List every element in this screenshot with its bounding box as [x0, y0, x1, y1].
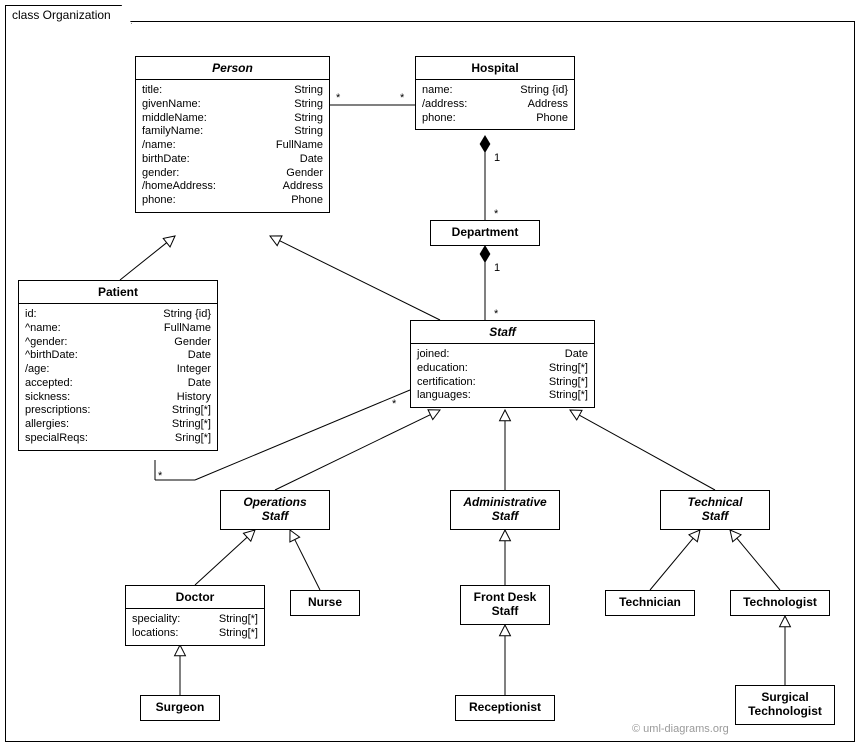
attribute-row: phone:Phone — [142, 194, 323, 208]
class-name: TechnicalStaff — [661, 491, 769, 527]
class-name: Receptionist — [456, 696, 554, 718]
multiplicity-label: 1 — [494, 262, 500, 274]
class-Technician: Technician — [605, 590, 695, 616]
class-Doctor: Doctorspeciality:String[*]locations:Stri… — [125, 585, 265, 646]
attribute-row: ^birthDate:Date — [25, 349, 211, 363]
attribute-row: birthDate:Date — [142, 153, 323, 167]
class-name: Patient — [19, 281, 217, 304]
multiplicity-label: * — [400, 92, 404, 104]
attribute-row: specialReqs:Sring[*] — [25, 432, 211, 446]
attribute-row: /address:Address — [422, 98, 568, 112]
class-SurgicalTechnologist: SurgicalTechnologist — [735, 685, 835, 725]
attribute-row: ^name:FullName — [25, 322, 211, 336]
class-name: Technologist — [731, 591, 829, 613]
attribute-row: familyName:String — [142, 125, 323, 139]
class-attributes: joined:Dateeducation:String[*]certificat… — [411, 344, 594, 407]
class-name: OperationsStaff — [221, 491, 329, 527]
attribute-row: /homeAddress:Address — [142, 180, 323, 194]
attribute-row: allergies:String[*] — [25, 418, 211, 432]
multiplicity-label: * — [494, 208, 498, 220]
attribute-row: middleName:String — [142, 112, 323, 126]
class-AdministrativeStaff: AdministrativeStaff — [450, 490, 560, 530]
class-Hospital: Hospitalname:String {id}/address:Address… — [415, 56, 575, 130]
class-Nurse: Nurse — [290, 590, 360, 616]
class-Patient: Patientid:String {id}^name:FullName^gend… — [18, 280, 218, 451]
attribute-row: givenName:String — [142, 98, 323, 112]
class-FrontDeskStaff: Front DeskStaff — [460, 585, 550, 625]
class-name: Nurse — [291, 591, 359, 613]
multiplicity-label: * — [392, 398, 396, 410]
class-name: Person — [136, 57, 329, 80]
watermark: © uml-diagrams.org — [632, 723, 729, 735]
class-name: Staff — [411, 321, 594, 344]
attribute-row: gender:Gender — [142, 167, 323, 181]
package-tab: class Organization — [5, 5, 132, 24]
class-name: SurgicalTechnologist — [736, 686, 834, 722]
class-Person: Persontitle:StringgivenName:Stringmiddle… — [135, 56, 330, 213]
class-attributes: id:String {id}^name:FullName^gender:Gend… — [19, 304, 217, 450]
multiplicity-label: * — [158, 470, 162, 482]
class-Technologist: Technologist — [730, 590, 830, 616]
attribute-row: /age:Integer — [25, 363, 211, 377]
class-OperationsStaff: OperationsStaff — [220, 490, 330, 530]
class-Department: Department — [430, 220, 540, 246]
uml-class-diagram: class Organization Persontitle:Stringgiv… — [0, 0, 860, 747]
multiplicity-label: * — [494, 308, 498, 320]
class-Staff: Staffjoined:Dateeducation:String[*]certi… — [410, 320, 595, 408]
class-name: Doctor — [126, 586, 264, 609]
attribute-row: locations:String[*] — [132, 627, 258, 641]
attribute-row: ^gender:Gender — [25, 336, 211, 350]
multiplicity-label: * — [336, 92, 340, 104]
class-Surgeon: Surgeon — [140, 695, 220, 721]
class-TechnicalStaff: TechnicalStaff — [660, 490, 770, 530]
attribute-row: title:String — [142, 84, 323, 98]
attribute-row: name:String {id} — [422, 84, 568, 98]
attribute-row: accepted:Date — [25, 377, 211, 391]
class-name: Surgeon — [141, 696, 219, 718]
class-attributes: speciality:String[*]locations:String[*] — [126, 609, 264, 645]
class-attributes: name:String {id}/address:Addressphone:Ph… — [416, 80, 574, 129]
attribute-row: joined:Date — [417, 348, 588, 362]
class-name: Department — [431, 221, 539, 243]
attribute-row: education:String[*] — [417, 362, 588, 376]
class-name: Technician — [606, 591, 694, 613]
attribute-row: certification:String[*] — [417, 376, 588, 390]
attribute-row: prescriptions:String[*] — [25, 404, 211, 418]
attribute-row: phone:Phone — [422, 112, 568, 126]
class-name: Front DeskStaff — [461, 586, 549, 622]
attribute-row: /name:FullName — [142, 139, 323, 153]
class-attributes: title:StringgivenName:StringmiddleName:S… — [136, 80, 329, 212]
attribute-row: sickness:History — [25, 391, 211, 405]
class-Receptionist: Receptionist — [455, 695, 555, 721]
class-name: Hospital — [416, 57, 574, 80]
package-label: class Organization — [12, 8, 111, 22]
class-name: AdministrativeStaff — [451, 491, 559, 527]
attribute-row: languages:String[*] — [417, 389, 588, 403]
attribute-row: id:String {id} — [25, 308, 211, 322]
multiplicity-label: 1 — [494, 152, 500, 164]
attribute-row: speciality:String[*] — [132, 613, 258, 627]
